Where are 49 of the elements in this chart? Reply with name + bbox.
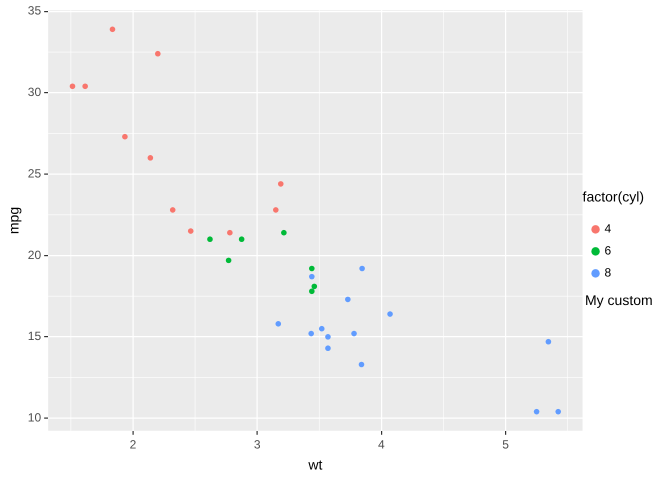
x-tick-label: 5 xyxy=(502,437,510,452)
point xyxy=(122,134,128,140)
x-tick-label: 2 xyxy=(130,437,137,452)
y-axis-title: mpg xyxy=(5,206,22,234)
point xyxy=(188,228,194,234)
legend-label: 8 xyxy=(604,266,612,280)
point xyxy=(155,50,161,57)
point xyxy=(325,345,331,352)
point xyxy=(275,321,282,327)
point xyxy=(534,408,540,414)
point xyxy=(82,83,88,90)
point xyxy=(272,207,279,213)
point xyxy=(309,266,315,272)
text: My custom xyxy=(585,292,653,308)
x-tick-label: 3 xyxy=(254,437,261,452)
y-tick-label: 25 xyxy=(28,166,42,180)
point xyxy=(358,362,364,368)
y-tick-label: 20 xyxy=(28,248,42,262)
point xyxy=(170,207,176,213)
point xyxy=(309,274,315,280)
point xyxy=(110,26,116,32)
point xyxy=(238,236,244,242)
point xyxy=(278,181,284,187)
point xyxy=(325,334,331,340)
point xyxy=(309,288,315,294)
point xyxy=(311,284,318,290)
legend-label: 4 xyxy=(604,222,612,236)
y-tick-label: 35 xyxy=(28,4,42,18)
point xyxy=(546,338,552,345)
point xyxy=(226,258,232,264)
point xyxy=(207,236,213,242)
x-axis-title: wt xyxy=(307,456,322,472)
point xyxy=(281,230,287,236)
y-tick-label: 10 xyxy=(28,410,42,425)
point xyxy=(70,83,76,90)
x-tick-label: 4 xyxy=(378,437,386,452)
point xyxy=(308,330,314,336)
point xyxy=(555,408,562,414)
y-tick-label: 30 xyxy=(28,85,42,100)
point xyxy=(318,326,325,332)
point xyxy=(387,311,393,317)
point xyxy=(345,296,351,302)
y-tick-label: 15 xyxy=(28,329,42,344)
point xyxy=(227,230,233,236)
legend-title: factor(cyl) xyxy=(582,188,644,204)
point xyxy=(351,330,357,336)
point xyxy=(359,266,365,272)
legend-label: 6 xyxy=(604,244,612,258)
point xyxy=(148,155,154,161)
